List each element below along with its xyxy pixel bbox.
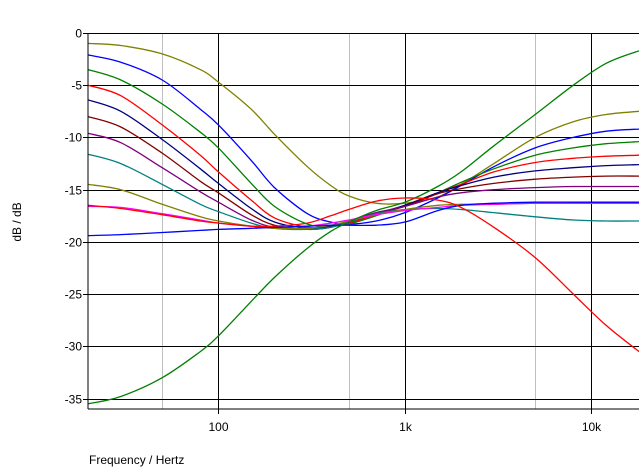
y-tick-label: -35 [65, 393, 83, 407]
series-line-12 [87, 50, 639, 405]
tick-labels: 100 1k 10k 0 -5 -10 -15 -20 -25 -30 -35 [65, 27, 603, 435]
series-line-5 [87, 99, 639, 230]
x-tick-label: 100 [208, 420, 228, 434]
x-tick-label: 10k [582, 420, 602, 434]
x-axis-title: Frequency / Hertz [89, 453, 184, 467]
series-line-3 [87, 68, 639, 228]
series-line-9 [87, 183, 639, 230]
series-line-13 [87, 197, 639, 353]
y-tick-label: -25 [65, 288, 83, 302]
series-line-2 [87, 54, 639, 225]
y-tick-label: -30 [65, 340, 83, 354]
grid-lines [88, 33, 639, 409]
series-line-1 [87, 42, 639, 205]
series-lines [87, 42, 639, 405]
y-tick-label: -5 [71, 79, 82, 93]
series-line-10 [87, 202, 639, 228]
y-tick-label: -20 [65, 236, 83, 250]
x-tick-label: 1k [399, 420, 413, 434]
y-axis-title: dB / dB [10, 202, 24, 241]
y-tick-label: 0 [75, 27, 82, 41]
y-tick-label: -10 [65, 131, 83, 145]
series-line-11 [87, 201, 639, 237]
series-line-4 [87, 84, 639, 229]
axes [83, 33, 639, 414]
y-tick-label: -15 [65, 184, 83, 198]
